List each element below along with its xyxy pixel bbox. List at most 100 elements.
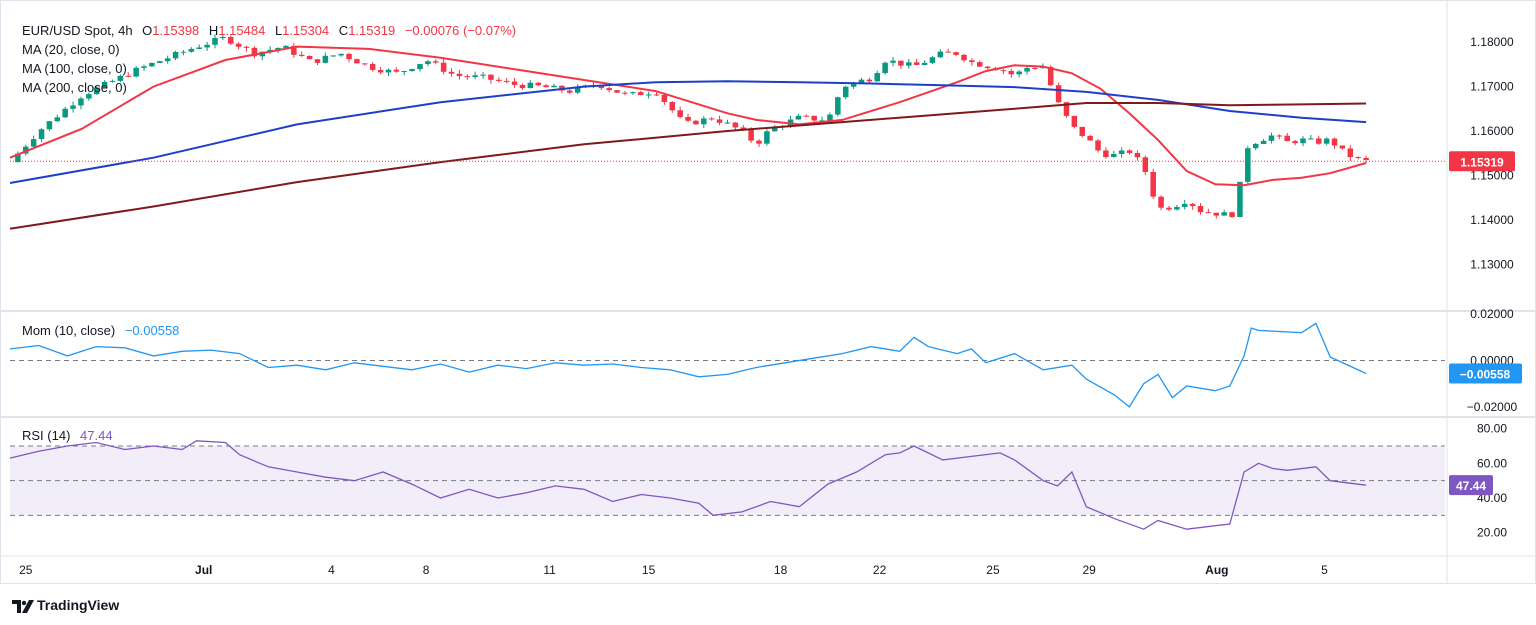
price-pane — [9, 34, 1445, 230]
candle-down — [976, 62, 983, 67]
candle-up — [1252, 143, 1259, 149]
time-tick-label: 8 — [423, 563, 430, 577]
momentum-value: −0.00558 — [124, 323, 180, 338]
time-tick-label: 25 — [19, 563, 33, 577]
candle-up — [472, 75, 478, 77]
candle-down — [227, 36, 234, 44]
candle-down — [567, 90, 573, 93]
candle-up — [842, 86, 849, 98]
candle-down — [1150, 171, 1156, 197]
candle-down — [1355, 157, 1361, 159]
candle-up — [1024, 67, 1030, 72]
candle-down — [677, 110, 683, 117]
ma200-legend[interactable]: MA (200, close, 0) — [22, 80, 127, 95]
ma20-legend[interactable]: MA (20, close, 0) — [22, 42, 120, 57]
candle-down — [732, 122, 739, 128]
tradingview-logo[interactable]: TradingView — [12, 597, 119, 613]
candle-up — [93, 87, 100, 95]
rsi-line — [9, 440, 1367, 530]
candle-down — [354, 59, 360, 64]
candle-up — [1260, 140, 1267, 144]
high-value: 1.15484 — [218, 23, 266, 38]
candle-up — [937, 51, 944, 58]
candle-down — [1079, 126, 1086, 136]
symbol-legend: EUR/USD Spot, 4h O1.15398 H1.15484 L1.15… — [22, 23, 516, 38]
rsi-legend[interactable]: RSI (14) 47.44 — [22, 428, 113, 443]
candle-up — [1268, 135, 1275, 141]
candle-up — [645, 94, 652, 96]
candle-up — [283, 45, 289, 48]
candle-down — [598, 86, 605, 89]
candle-down — [448, 71, 455, 74]
rsi-value: 47.44 — [80, 428, 113, 443]
candle-down — [1158, 196, 1164, 208]
time-tick-label: 29 — [1082, 563, 1096, 577]
candle-up — [882, 62, 888, 74]
candle-down — [969, 60, 975, 63]
close-value: 1.15319 — [348, 23, 396, 38]
candle-down — [464, 76, 471, 78]
candle-up — [835, 97, 841, 115]
momentum-last-label: −0.00558 — [1460, 367, 1511, 381]
candle-up — [874, 73, 881, 82]
candle-down — [314, 59, 321, 63]
candle-down — [298, 54, 305, 56]
candle-down — [1213, 212, 1220, 216]
candle-up — [1174, 206, 1180, 210]
candle-down — [243, 46, 250, 48]
candle-down — [866, 79, 873, 82]
candle-up — [172, 51, 179, 59]
candle-down — [1229, 212, 1235, 217]
candle-down — [953, 52, 959, 55]
candle-down — [496, 79, 502, 81]
candle-up — [86, 94, 92, 99]
low-value: 1.15304 — [282, 23, 330, 38]
candle-up — [1308, 138, 1314, 140]
rsi-label: RSI (14) — [22, 428, 71, 443]
momentum-legend[interactable]: Mom (10, close) −0.00558 — [22, 323, 179, 338]
candle-down — [748, 129, 754, 141]
candle-up — [921, 62, 928, 65]
candle-up — [338, 53, 344, 56]
candle-up — [929, 57, 936, 63]
candle-down — [811, 115, 817, 121]
candle-down — [1166, 207, 1172, 210]
candle-up — [1181, 203, 1188, 207]
time-tick-label: 22 — [873, 563, 887, 577]
momentum-label: Mom (10, close) — [22, 323, 116, 338]
candle-up — [701, 118, 707, 125]
candle-down — [716, 119, 723, 123]
candle-up — [1245, 148, 1251, 182]
ma100-legend[interactable]: MA (100, close, 0) — [22, 61, 127, 76]
candle-down — [432, 61, 439, 63]
candle-up — [164, 58, 171, 62]
ma100-line — [9, 80, 1367, 184]
candle-up — [527, 82, 534, 88]
price-axes: 1.18000 1.17000 1.16000 1.15000 1.14000 1.130… — [19, 35, 1522, 577]
candle-down — [346, 53, 352, 60]
candle-up — [409, 69, 415, 72]
candle-up — [23, 146, 29, 154]
momentum-tick-label: 0.02000 — [1470, 307, 1514, 321]
candle-down — [614, 90, 620, 93]
candle-down — [606, 88, 612, 91]
candle-down — [1292, 141, 1298, 144]
candle-up — [1221, 212, 1227, 216]
low-label: L — [274, 23, 283, 38]
candle-down — [1008, 70, 1015, 75]
candle-up — [46, 121, 53, 130]
candle-down — [1205, 212, 1212, 214]
candle-down — [1134, 152, 1141, 158]
rsi-last-label: 47.44 — [1456, 479, 1486, 493]
last-price-badge — [1449, 151, 1515, 172]
candle-down — [1339, 145, 1346, 149]
candle-down — [740, 127, 746, 130]
candle-down — [708, 118, 715, 120]
candle-down — [1063, 102, 1070, 116]
candle-up — [772, 126, 778, 132]
candle-up — [890, 60, 896, 63]
rsi-tick-label: 20.00 — [1477, 526, 1507, 540]
candle-down — [377, 69, 384, 73]
candle-up — [630, 92, 636, 94]
ma200-line — [9, 102, 1367, 230]
